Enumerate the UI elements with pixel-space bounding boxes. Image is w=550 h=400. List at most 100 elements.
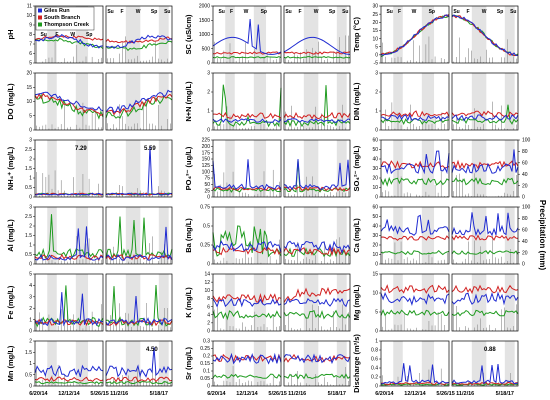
series-giles-run (451, 212, 519, 237)
winter-band (253, 6, 267, 63)
series-south-branch (451, 381, 519, 386)
panel-frame (283, 139, 351, 198)
series-thompson-creek (380, 176, 450, 187)
winter-band (336, 207, 347, 264)
y-axis-label: Temp (°C) (352, 17, 361, 52)
panel-frame (105, 139, 173, 198)
season-label: F (230, 9, 233, 15)
winter-band (225, 274, 235, 331)
winter-band (504, 6, 515, 63)
precip-tick-label: 0 (522, 195, 525, 201)
y-axis-label: SO₄²⁻ (mg/L) (352, 145, 361, 191)
panel-3: 0 5 10 15 20 DO (mg/L) (6, 71, 173, 134)
precip-tick-label: 60 (522, 228, 528, 234)
y-tick-label: 5 (29, 272, 32, 278)
y-axis-label: PO₄³⁻ (ug/L) (184, 146, 193, 190)
y-axis-label: SC (uS/cm) (184, 14, 193, 55)
winter-band (47, 140, 57, 197)
y-tick-label: 3 (207, 71, 210, 77)
series-giles-run (34, 292, 104, 327)
winter-band (421, 6, 435, 63)
y-axis-label: Ba (mg/L) (184, 218, 193, 253)
y-tick-label: 150 (202, 157, 211, 163)
y-tick-label: 0 (29, 329, 32, 335)
precip-tick-label: 40 (522, 239, 528, 245)
winter-band (47, 274, 57, 331)
x-tick-label: 6/20/14 (29, 391, 48, 397)
winter-band (303, 274, 319, 331)
series-south-branch (212, 292, 282, 304)
series-south-branch (213, 111, 282, 120)
series-south-branch (283, 186, 351, 192)
annotation-label: 0.88 (484, 347, 496, 353)
series-south-branch (34, 253, 104, 261)
series-south-branch (451, 284, 519, 295)
winter-band (336, 274, 347, 331)
y-tick-label: 0.25 (200, 243, 210, 249)
y-axis-label: Mn (mg/L) (6, 345, 15, 381)
panel-frame (380, 72, 450, 131)
y-tick-label: 0 (375, 53, 378, 59)
y-tick-label: 2.5 (25, 214, 32, 220)
season-label: F (299, 9, 302, 15)
y-tick-label: 2 (29, 157, 32, 163)
y-tick-label: 1 (375, 339, 378, 345)
panel-frame (380, 5, 450, 64)
season-label: W (412, 9, 417, 15)
annotation-label: 5.59 (144, 146, 156, 152)
winter-band (336, 6, 347, 63)
series-thompson-creek (283, 309, 351, 320)
winter-band (253, 341, 267, 386)
season-label: Sp (329, 9, 335, 15)
panel-12: 0 1 2 3 4 5 Fe (mg/L) (6, 272, 173, 335)
y-tick-label: 2 (29, 224, 32, 230)
winter-band (225, 73, 235, 130)
y-axis-label: N+N (mg/L) (184, 81, 193, 122)
series-thompson-creek (212, 373, 282, 379)
y-tick-label: 3 (375, 71, 378, 77)
y-tick-label: 2 (207, 90, 210, 96)
panel-17: 0 0.2 0.4 0.6 0.8 1 Discharge (m³/s) 0.88 (352, 334, 519, 393)
series-giles-run (283, 159, 351, 191)
y-tick-label: 0 (29, 384, 32, 390)
series-south-branch (105, 93, 173, 116)
season-label: W (244, 9, 249, 15)
winter-band (336, 73, 347, 130)
winter-band (47, 6, 57, 63)
season-label: Su (342, 9, 348, 15)
x-tick-label: 6/20/14 (375, 391, 394, 397)
panel-frame (212, 72, 282, 131)
y-tick-label: 1 (375, 109, 378, 115)
y-tick-label: 50 (372, 147, 378, 153)
panel-frame (451, 139, 519, 198)
legend-label: Giles Run (44, 8, 70, 14)
y-tick-label: 50 (372, 214, 378, 220)
y-tick-label: 4 (207, 312, 210, 318)
y-tick-label: 1 (29, 176, 32, 182)
series-south-branch (283, 353, 351, 363)
winter-band (125, 73, 141, 130)
series-giles-run (380, 14, 450, 56)
y-tick-label: 0.5 (203, 224, 210, 230)
winter-band (158, 207, 169, 264)
series-south-branch (105, 376, 173, 383)
winter-band (158, 73, 169, 130)
panel-frame (34, 340, 104, 387)
y-tick-label: 6 (29, 51, 32, 57)
annotation-label: 4.50 (146, 347, 158, 353)
season-label: Su (386, 9, 392, 15)
y-tick-label: 0 (29, 128, 32, 134)
y-tick-label: 0.8 (371, 348, 378, 354)
x-tick-label: 11/2/16 (288, 391, 306, 397)
panel-frame (451, 206, 519, 265)
y-tick-label: 15 (26, 85, 32, 91)
precip-tick-label: 20 (522, 183, 528, 189)
y-axis-label: Mg (mg/L) (352, 284, 361, 320)
series-thompson-creek (380, 308, 450, 317)
y-tick-label: 0.75 (200, 205, 210, 211)
season-label: Sp (261, 9, 267, 15)
series-thompson-creek (451, 177, 519, 186)
y-tick-label: 20 (372, 176, 378, 182)
y-tick-label: 5 (29, 61, 32, 67)
